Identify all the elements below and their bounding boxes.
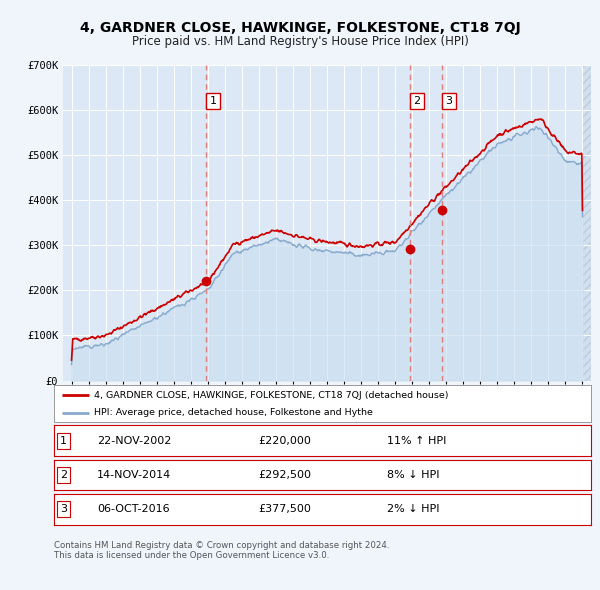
Text: £220,000: £220,000 <box>258 436 311 445</box>
Text: 1: 1 <box>60 436 67 445</box>
Text: 1: 1 <box>209 96 217 106</box>
Text: 22-NOV-2002: 22-NOV-2002 <box>97 436 172 445</box>
Text: 4, GARDNER CLOSE, HAWKINGE, FOLKESTONE, CT18 7QJ: 4, GARDNER CLOSE, HAWKINGE, FOLKESTONE, … <box>80 21 520 35</box>
Text: 3: 3 <box>60 504 67 514</box>
Text: 2: 2 <box>413 96 421 106</box>
Text: 14-NOV-2014: 14-NOV-2014 <box>97 470 171 480</box>
Text: Price paid vs. HM Land Registry's House Price Index (HPI): Price paid vs. HM Land Registry's House … <box>131 35 469 48</box>
Text: £292,500: £292,500 <box>258 470 311 480</box>
Text: 3: 3 <box>446 96 452 106</box>
Text: Contains HM Land Registry data © Crown copyright and database right 2024.
This d: Contains HM Land Registry data © Crown c… <box>54 541 389 560</box>
Text: 11% ↑ HPI: 11% ↑ HPI <box>387 436 446 445</box>
Text: 8% ↓ HPI: 8% ↓ HPI <box>387 470 439 480</box>
Text: 4, GARDNER CLOSE, HAWKINGE, FOLKESTONE, CT18 7QJ (detached house): 4, GARDNER CLOSE, HAWKINGE, FOLKESTONE, … <box>94 391 449 399</box>
Text: 2: 2 <box>60 470 67 480</box>
Text: 06-OCT-2016: 06-OCT-2016 <box>97 504 170 514</box>
Text: £377,500: £377,500 <box>258 504 311 514</box>
Text: HPI: Average price, detached house, Folkestone and Hythe: HPI: Average price, detached house, Folk… <box>94 408 373 417</box>
Text: 2% ↓ HPI: 2% ↓ HPI <box>387 504 439 514</box>
